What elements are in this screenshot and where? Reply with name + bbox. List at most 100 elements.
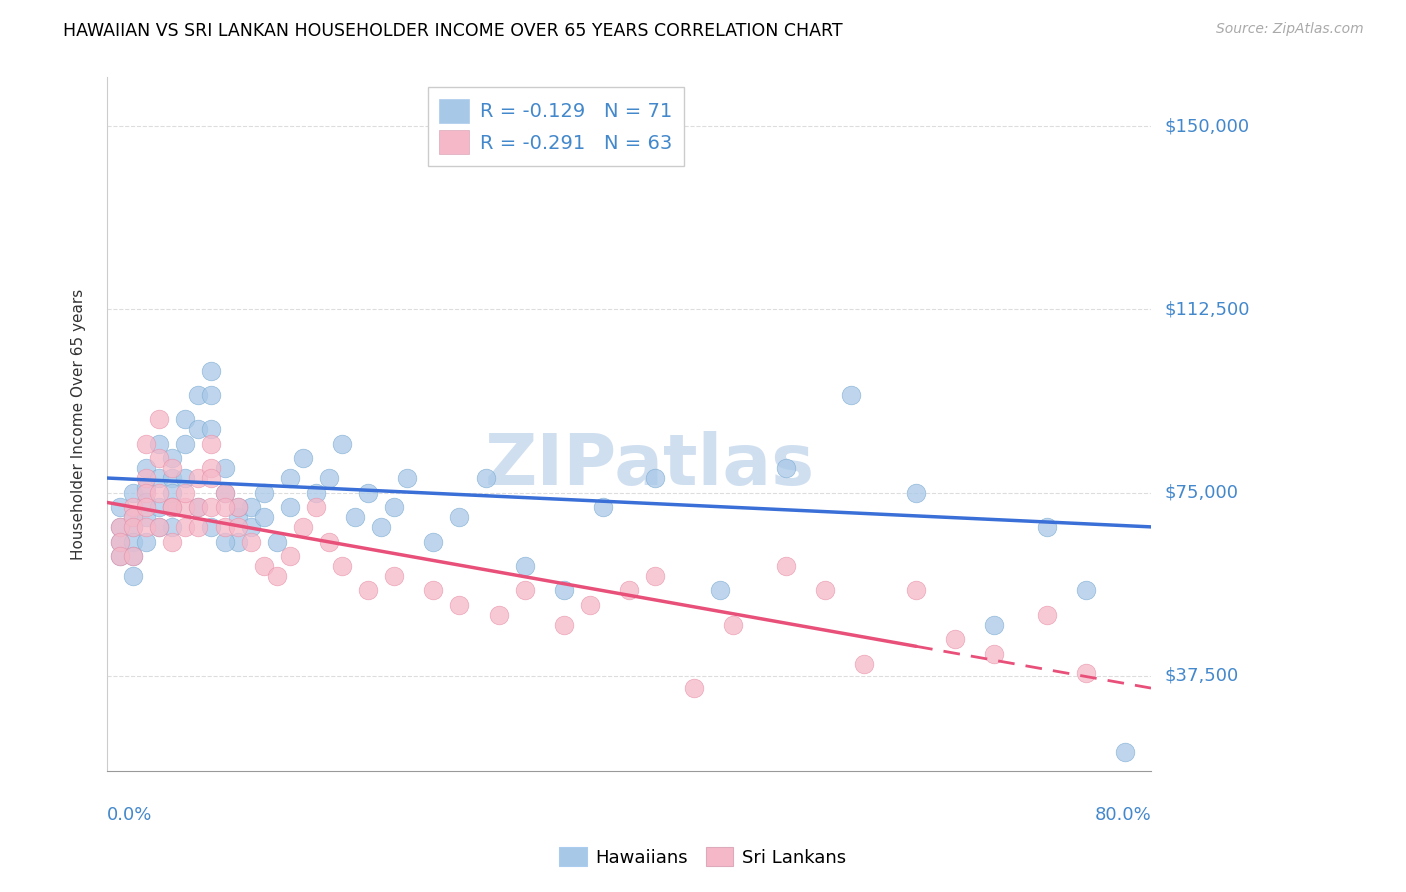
Point (162, 534, 184, 549)
Point (291, 451, 314, 466)
Point (1035, 520, 1057, 534)
Point (422, 583, 444, 598)
Point (122, 549, 145, 564)
Point (108, 520, 131, 534)
Point (162, 500, 184, 515)
Point (162, 520, 184, 534)
Point (214, 485, 236, 500)
Text: $37,500: $37,500 (1166, 667, 1239, 685)
Point (187, 500, 209, 515)
Point (135, 437, 157, 451)
Point (592, 500, 614, 515)
Point (278, 549, 301, 564)
Point (214, 485, 236, 500)
Text: $150,000: $150,000 (1166, 117, 1250, 136)
Point (200, 461, 222, 475)
Point (174, 520, 197, 534)
Point (200, 388, 222, 402)
Point (214, 520, 236, 534)
Point (357, 485, 380, 500)
Point (108, 549, 131, 564)
Point (683, 681, 706, 695)
Point (148, 437, 170, 451)
Point (162, 500, 184, 515)
Point (775, 558, 797, 573)
Point (122, 520, 145, 534)
Point (617, 583, 640, 598)
Point (187, 422, 209, 436)
Point (122, 510, 145, 524)
Point (644, 471, 666, 485)
Point (357, 583, 380, 598)
Point (135, 534, 157, 549)
Point (108, 534, 131, 549)
Point (278, 500, 301, 515)
Point (226, 500, 249, 515)
Point (148, 471, 170, 485)
Point (174, 412, 197, 426)
Point (513, 583, 536, 598)
Point (148, 485, 170, 500)
Point (709, 583, 731, 598)
Point (253, 558, 276, 573)
Point (122, 500, 145, 515)
Point (148, 500, 170, 515)
Point (174, 437, 197, 451)
Point (449, 510, 471, 524)
Point (200, 437, 222, 451)
Point (343, 510, 366, 524)
Point (553, 617, 575, 632)
Point (318, 534, 340, 549)
Text: $75,000: $75,000 (1166, 483, 1239, 501)
Point (135, 471, 157, 485)
Point (318, 471, 340, 485)
Point (226, 534, 249, 549)
Point (174, 485, 197, 500)
Text: Source: ZipAtlas.com: Source: ZipAtlas.com (1216, 22, 1364, 37)
Point (291, 520, 314, 534)
Point (239, 520, 262, 534)
Point (187, 500, 209, 515)
Point (122, 510, 145, 524)
Point (135, 500, 157, 515)
Point (370, 520, 392, 534)
Point (108, 534, 131, 549)
Point (278, 471, 301, 485)
Point (226, 500, 249, 515)
Point (214, 534, 236, 549)
Point (148, 520, 170, 534)
Point (330, 558, 353, 573)
Point (266, 534, 288, 549)
Point (122, 534, 145, 549)
Point (148, 412, 170, 426)
Point (1035, 607, 1057, 622)
Point (148, 451, 170, 466)
Point (108, 500, 131, 515)
Point (187, 471, 209, 485)
Point (905, 485, 928, 500)
Point (644, 568, 666, 582)
Point (200, 471, 222, 485)
Point (943, 632, 966, 647)
Point (226, 520, 249, 534)
Point (214, 500, 236, 515)
Y-axis label: Householder Income Over 65 years: Householder Income Over 65 years (72, 289, 86, 560)
Point (1074, 583, 1097, 598)
Point (200, 520, 222, 534)
Point (135, 495, 157, 509)
Point (226, 510, 249, 524)
Point (579, 598, 602, 612)
Point (162, 461, 184, 475)
Point (148, 520, 170, 534)
Point (396, 471, 419, 485)
Point (330, 437, 353, 451)
Point (905, 583, 928, 598)
Point (135, 520, 157, 534)
Point (122, 520, 145, 534)
Point (266, 568, 288, 582)
Point (983, 647, 1005, 661)
Point (239, 534, 262, 549)
Point (174, 471, 197, 485)
Point (162, 500, 184, 515)
Point (122, 549, 145, 564)
